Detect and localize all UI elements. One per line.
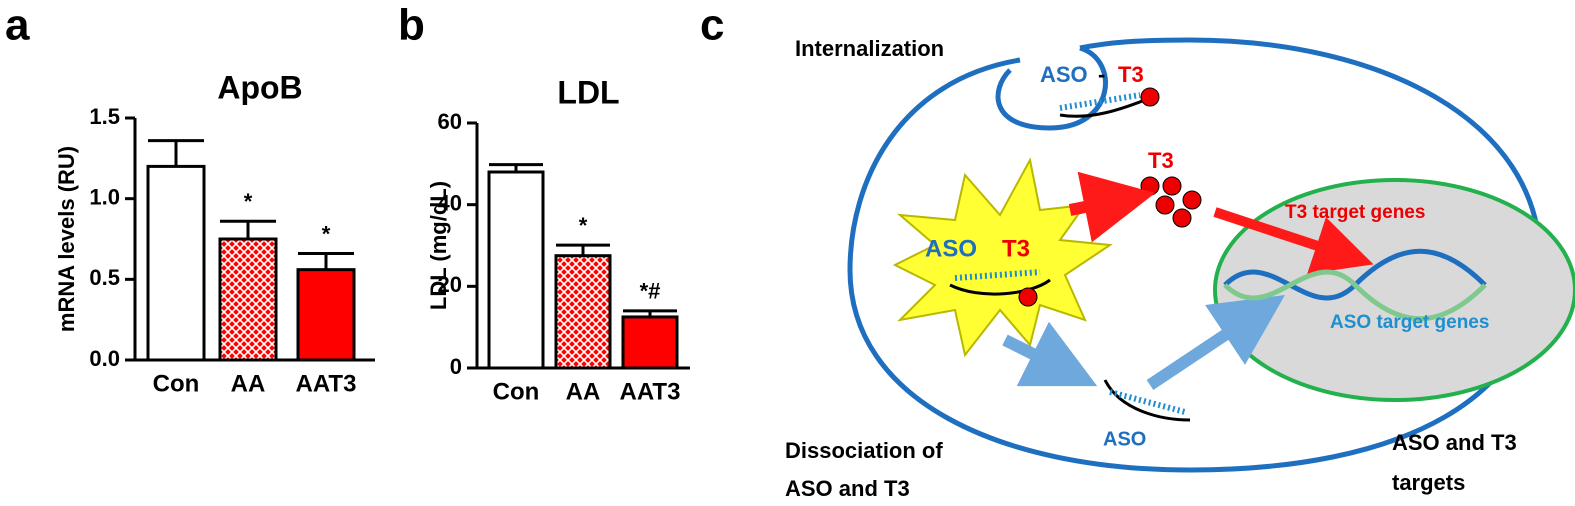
label: ASO <box>1040 62 1088 87</box>
label: ASO <box>925 235 977 262</box>
y-tick-label: 1.5 <box>89 104 120 129</box>
arrow <box>1002 321 1098 387</box>
label: ASO <box>1103 428 1146 450</box>
strand <box>949 278 1051 296</box>
label: ASO and T3 <box>785 476 910 501</box>
label: Dissociation of <box>785 438 943 463</box>
y-tick-label: 0.0 <box>89 346 120 371</box>
cell-membrane <box>847 37 1543 473</box>
y-tick-label: 20 <box>438 272 462 297</box>
bar <box>621 315 679 370</box>
y-tick-label: 1.0 <box>89 184 120 209</box>
dna <box>1223 248 1487 301</box>
strand <box>1059 96 1151 118</box>
vesicle <box>995 45 1108 131</box>
significance-label: * <box>322 221 331 246</box>
label: - <box>1098 62 1105 87</box>
y-tick-label: 0 <box>450 354 462 379</box>
chart-title: LDL <box>557 74 619 110</box>
strand <box>1103 379 1191 422</box>
label: targets <box>1392 470 1465 495</box>
label: T3 <box>1148 148 1174 173</box>
aso-strand <box>1059 92 1141 111</box>
arrow <box>1068 171 1156 243</box>
significance-label: * <box>244 189 253 214</box>
x-tick-label: Con <box>153 370 200 397</box>
panel-label: c <box>700 1 724 50</box>
dissociation-burst <box>892 157 1113 358</box>
dna <box>1223 269 1487 322</box>
label: T3 <box>1002 235 1030 262</box>
label: Internalization <box>795 36 944 61</box>
bar <box>296 268 356 362</box>
aso-strand <box>1109 389 1186 415</box>
significance-label: *# <box>640 279 661 304</box>
label: T3 target genes <box>1285 202 1425 223</box>
label: ASO and T3 <box>1392 430 1517 455</box>
y-axis-label: mRNA levels (RU) <box>54 146 79 332</box>
bar <box>218 237 278 362</box>
panel-label: b <box>398 1 425 50</box>
x-tick-label: AA <box>566 378 601 405</box>
y-tick-label: 0.5 <box>89 265 120 290</box>
free-t3 <box>1140 176 1202 228</box>
x-tick-label: AAT3 <box>620 378 681 405</box>
bar <box>487 170 545 370</box>
bar <box>554 254 612 370</box>
aso-strand <box>954 269 1041 281</box>
x-tick-label: Con <box>493 378 540 405</box>
bar <box>146 164 206 362</box>
label: T3 <box>1118 62 1144 87</box>
significance-label: * <box>579 213 588 238</box>
t3-molecule <box>1140 87 1160 107</box>
y-tick-label: 40 <box>438 190 462 215</box>
x-tick-label: AAT3 <box>296 370 357 397</box>
t3-molecule <box>1018 287 1038 307</box>
arrow <box>1146 295 1285 390</box>
x-tick-label: AA <box>231 370 266 397</box>
y-axis-label: LDL (mg/dL) <box>426 181 451 310</box>
label: ASO target genes <box>1330 312 1489 333</box>
y-tick-label: 60 <box>438 109 462 134</box>
chart-title: ApoB <box>217 69 302 105</box>
diagram: c Internalization ASO - T3 T3 ASO T3 T3 … <box>700 1 1575 501</box>
nucleus <box>1213 178 1575 402</box>
panel-label: a <box>5 1 30 50</box>
arrow <box>1213 207 1374 275</box>
